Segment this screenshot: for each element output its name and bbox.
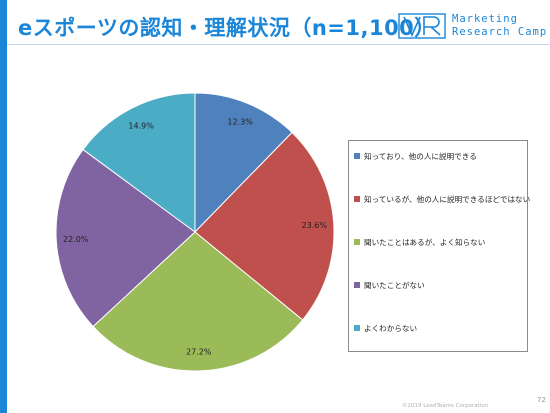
legend-swatch-1 [354, 153, 360, 159]
chart-legend: 知っており、他の人に説明できる知っているが、他の人に説明できるほどではない 聞いた… [348, 140, 530, 352]
legend-item-3: 聞いたことはあるが、よく知らない [354, 235, 485, 249]
logo-mark-icon [398, 13, 446, 39]
data-label-4: 22.0% [63, 235, 89, 244]
pie-slice-2 [194, 131, 335, 321]
legend-label-5: よくわからない [364, 323, 418, 333]
title-divider [7, 44, 550, 45]
data-label-1: 12.3% [227, 117, 253, 126]
legend-label-1: 知っており、他の人に説明できる [364, 151, 477, 161]
legend-item-4: 聞いたことがない [354, 278, 425, 292]
data-label-5: 14.9% [128, 121, 154, 130]
legend-item-5: よくわからない [354, 321, 417, 335]
pie-slice-5 [82, 92, 196, 233]
brand-logo: Marketing Research Camp [398, 11, 548, 41]
legend-label-4: 聞いたことがない [364, 280, 425, 290]
page-number: 72 [537, 396, 546, 404]
page-title: eスポーツの認知・理解状況（n=1,100） [18, 16, 436, 40]
pie-slice-4 [55, 148, 196, 328]
legend-label-3: 聞いたことはあるが、よく知らない [364, 237, 486, 247]
legend-item-2: 知っているが、他の人に説明できるほどではない [354, 192, 530, 206]
legend-swatch-4 [354, 282, 360, 288]
legend-label-2: 知っているが、他の人に説明できるほどではない [364, 194, 531, 204]
legend-swatch-5 [354, 325, 360, 331]
left-accent-bar [0, 0, 7, 413]
data-label-2: 23.6% [302, 221, 328, 230]
copyright-text: ©2019 LeadTeams Corporation [402, 403, 489, 409]
legend-swatch-3 [354, 239, 360, 245]
logo-text-line2: Research Camp [452, 26, 548, 38]
logo-text-line1: Marketing [452, 13, 518, 25]
pie-slice-3 [92, 231, 304, 372]
legend-item-1: 知っており、他の人に説明できる [354, 149, 477, 163]
pie-slice-1 [194, 92, 293, 234]
legend-swatch-2 [354, 196, 360, 202]
data-label-3: 27.2% [186, 348, 212, 357]
